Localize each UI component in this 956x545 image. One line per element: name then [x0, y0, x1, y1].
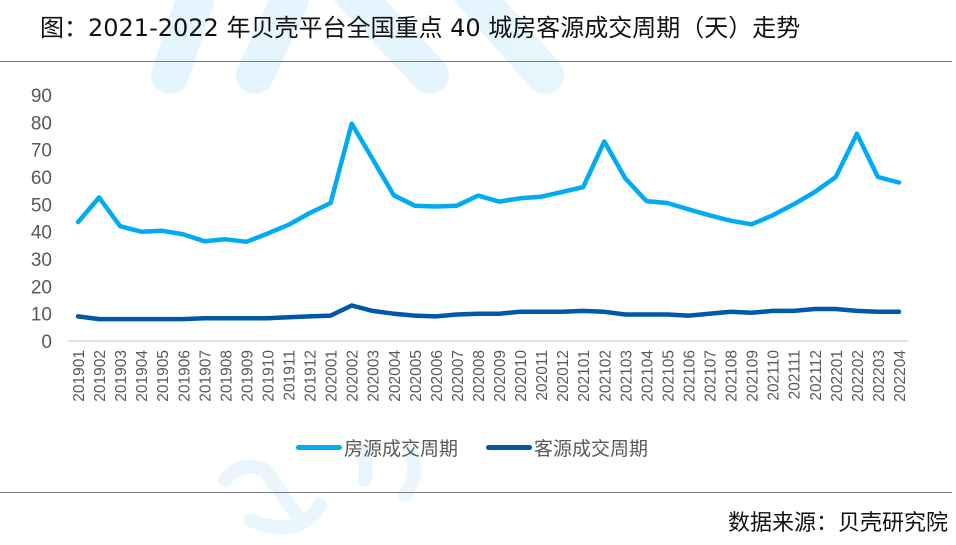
x-tick-label: 202201: [829, 350, 846, 402]
x-tick-label: 202202: [850, 350, 867, 402]
x-tick-label: 202107: [703, 350, 720, 402]
x-tick-label: 201905: [155, 350, 172, 402]
x-tick-label: 201909: [239, 350, 256, 402]
y-axis: 0 10 20 30 40 50 60 70 80 90: [31, 86, 52, 353]
x-tick-label: 202110: [766, 350, 783, 401]
y-tick-label: 10: [31, 305, 52, 326]
y-tick-label: 80: [31, 113, 52, 134]
x-axis: 201901 201902 201903 201904 201905 201906 2019…: [71, 350, 909, 402]
x-tick-label: 202009: [492, 350, 509, 402]
x-tick-label: 201912: [303, 350, 320, 402]
chart-title: 图：2021-2022 年贝壳平台全国重点 40 城房客源成交周期（天）走势: [40, 14, 801, 42]
x-tick-label: 202007: [450, 350, 467, 402]
x-tick-label: 201907: [197, 350, 214, 402]
x-tick-label: 202112: [808, 350, 825, 401]
x-tick-label: 202103: [618, 350, 635, 402]
y-tick-label: 90: [31, 86, 52, 107]
chart-legend: 房源成交周期 客源成交周期: [296, 434, 648, 461]
y-tick-label: 60: [31, 168, 52, 189]
x-tick-label: 201903: [113, 350, 130, 402]
x-tick-label: 202012: [555, 350, 572, 402]
x-tick-label: 201904: [134, 350, 151, 402]
legend-swatch-light-blue: [296, 445, 342, 450]
x-tick-label: 202104: [639, 350, 656, 402]
series-line-listing-cycle: [75, 121, 902, 245]
legend-label: 客源成交周期: [534, 438, 649, 460]
y-tick-label: 20: [31, 277, 52, 298]
x-tick-label: 201911: [282, 350, 299, 401]
x-tick-label: 202006: [429, 350, 446, 402]
x-tick-label: 202002: [345, 350, 362, 402]
x-tick-label: 202005: [408, 350, 425, 402]
x-tick-label: 202102: [597, 350, 614, 402]
y-tick-label: 50: [31, 195, 52, 216]
x-tick-label: 201906: [176, 350, 193, 402]
x-tick-label: 201910: [260, 350, 277, 402]
x-tick-label: 201902: [92, 350, 109, 402]
x-tick-label: 202010: [513, 350, 530, 402]
x-tick-label: 202011: [534, 350, 551, 401]
x-tick-label: 202008: [471, 350, 488, 402]
x-tick-label: 202203: [871, 350, 888, 402]
x-tick-label: 202204: [892, 350, 909, 402]
x-tick-label: 202109: [745, 350, 762, 402]
y-tick-label: 0: [41, 332, 52, 353]
x-tick-label: 201901: [71, 350, 88, 402]
y-tick-label: 30: [31, 250, 52, 271]
x-tick-label: 201908: [218, 350, 235, 402]
x-tick-label: 202004: [387, 350, 404, 402]
legend-label: 房源成交周期: [344, 438, 459, 460]
x-tick-label: 202105: [660, 350, 677, 402]
x-tick-label: 202111: [787, 350, 804, 399]
series-line-client-cycle: [75, 303, 902, 322]
y-tick-label: 70: [31, 141, 52, 162]
legend-swatch-dark-blue: [486, 445, 533, 450]
x-tick-label: 202003: [366, 350, 383, 402]
x-tick-label: 202106: [681, 350, 698, 402]
bottom-divider: [0, 492, 952, 493]
legend-item-client-cycle: 客源成交周期: [486, 434, 648, 461]
x-tick-label: 202001: [324, 350, 341, 402]
x-tick-label: 202101: [576, 350, 593, 402]
x-tick-label: 202108: [724, 350, 741, 402]
data-source-note: 数据来源：贝壳研究院: [727, 511, 948, 536]
legend-item-listing-cycle: 房源成交周期: [296, 434, 458, 461]
top-divider: [0, 61, 952, 62]
y-tick-label: 40: [31, 223, 52, 244]
